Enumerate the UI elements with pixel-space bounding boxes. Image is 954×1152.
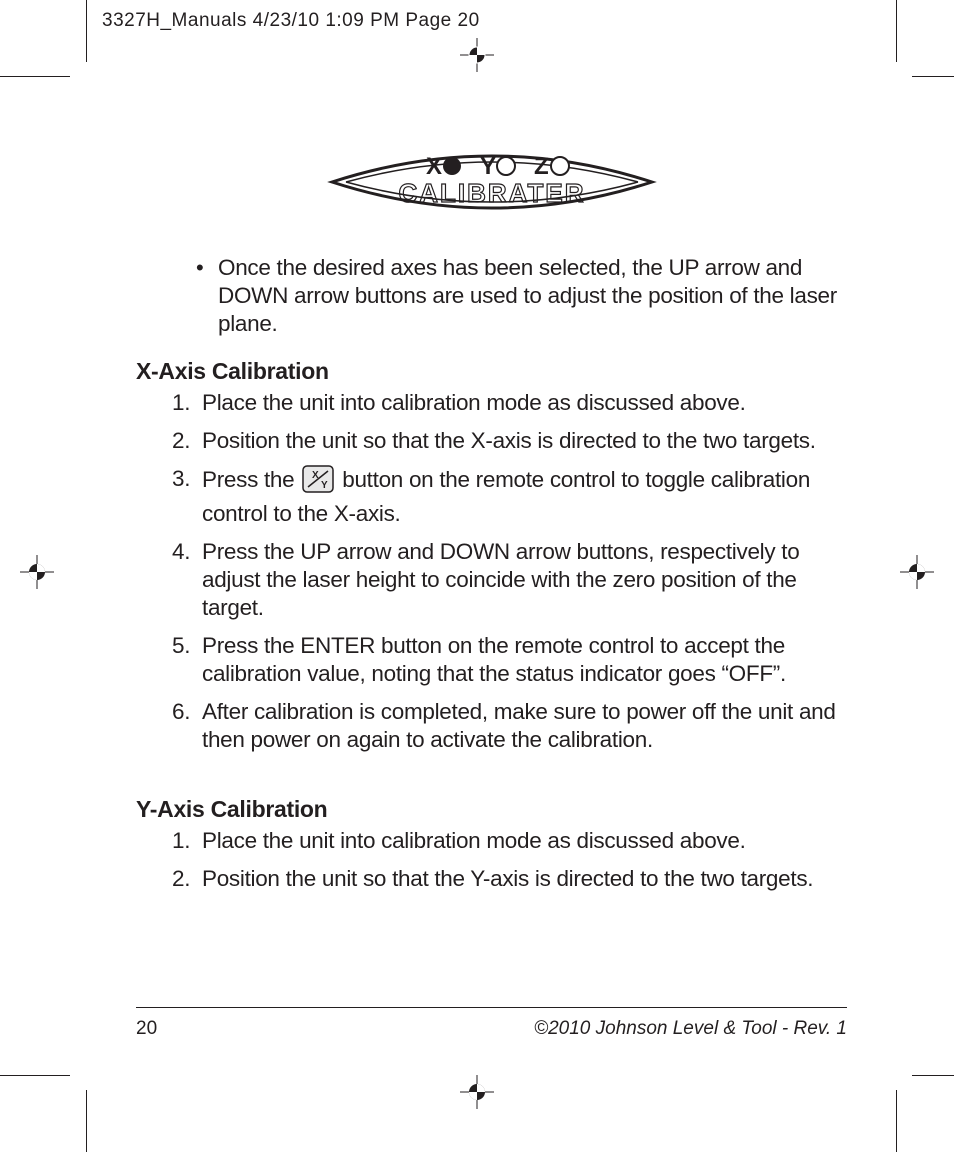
crop-mark xyxy=(0,1075,70,1076)
page-footer: 20 ©2010 Johnson Level & Tool - Rev. 1 xyxy=(136,1007,847,1040)
registration-mark-bottom xyxy=(460,1075,494,1114)
footer-rule xyxy=(136,1007,847,1008)
step-pre: Press the xyxy=(202,467,300,492)
y-axis-steps: Place the unit into calibration mode as … xyxy=(172,827,847,893)
registration-mark-right xyxy=(900,555,934,594)
axis-x-label: X xyxy=(426,153,442,180)
list-item: Press the ENTER button on the remote con… xyxy=(172,632,847,688)
print-slug: 3327H_Manuals 4/23/10 1:09 PM Page 20 xyxy=(102,10,480,32)
list-item: Position the unit so that the Y-axis is … xyxy=(172,865,847,893)
copyright: ©2010 Johnson Level & Tool - Rev. 1 xyxy=(534,1018,847,1040)
axis-z-label: Z xyxy=(534,153,549,180)
axis-y-label: Y xyxy=(480,153,496,180)
list-item: Place the unit into calibration mode as … xyxy=(172,389,847,417)
list-item: Position the unit so that the X-axis is … xyxy=(172,427,847,455)
crop-mark xyxy=(0,76,70,77)
crop-mark xyxy=(86,1090,87,1152)
crop-mark xyxy=(86,0,87,62)
list-item: Press the UP arrow and DOWN arrow button… xyxy=(172,538,847,622)
x-axis-heading: X-Axis Calibration xyxy=(136,358,847,385)
svg-text:Y: Y xyxy=(321,480,328,491)
intro-text: Once the desired axes has been selected,… xyxy=(218,254,847,338)
intro-bullet: • Once the desired axes has been selecte… xyxy=(196,254,847,338)
registration-mark-left xyxy=(20,555,54,594)
list-item: Press the XY button on the remote contro… xyxy=(172,465,847,528)
calibrater-diagram: X Y Z CALIBRATER xyxy=(322,136,662,228)
crop-mark xyxy=(912,1075,954,1076)
crop-mark xyxy=(912,76,954,77)
calibrater-word: CALIBRATER xyxy=(398,178,585,208)
list-item: Place the unit into calibration mode as … xyxy=(172,827,847,855)
crop-mark xyxy=(896,0,897,62)
bullet-dot: • xyxy=(196,254,218,338)
crop-mark xyxy=(896,1090,897,1152)
page-content: X Y Z CALIBRATER • Once the desired axes… xyxy=(86,76,897,1076)
registration-mark-top xyxy=(460,38,494,77)
list-item: After calibration is completed, make sur… xyxy=(172,698,847,754)
xy-button-icon: XY xyxy=(302,465,334,500)
svg-text:X: X xyxy=(312,470,319,481)
y-axis-heading: Y-Axis Calibration xyxy=(136,796,847,823)
x-axis-steps: Place the unit into calibration mode as … xyxy=(172,389,847,754)
page-number: 20 xyxy=(136,1018,157,1040)
